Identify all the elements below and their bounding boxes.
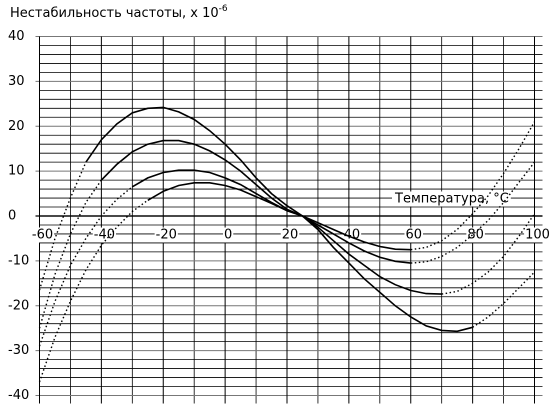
label-bg	[30, 227, 55, 243]
series-line	[100, 139, 442, 295]
series-line	[38, 186, 133, 347]
series-line	[147, 182, 411, 251]
label-bg	[404, 227, 424, 243]
y-tick-label: 30	[8, 74, 25, 89]
series-line	[441, 213, 536, 295]
y-tick-label: -40	[8, 388, 29, 403]
label-bg	[524, 227, 550, 243]
chart-title: Нестабильность частоты, x 10-6	[10, 4, 228, 21]
x-tick-label: 60	[405, 228, 422, 243]
series-line	[85, 106, 473, 333]
series-line	[131, 169, 411, 264]
y-tick-label: 20	[8, 119, 25, 134]
y-tick-label: 40	[8, 29, 25, 44]
label-bg	[280, 227, 300, 243]
x-tick-label: 0	[224, 228, 232, 243]
y-tick-label: 0	[8, 209, 16, 224]
x-tick-label: 20	[282, 228, 299, 243]
y-tick-label: -30	[8, 343, 29, 358]
label-bg	[392, 191, 511, 207]
label-bg	[222, 227, 234, 243]
y-tick-label: -20	[8, 298, 29, 313]
x-tick-label: 80	[467, 228, 484, 243]
label-bg	[92, 227, 116, 243]
x-axis-label: Температура, °C	[394, 192, 509, 207]
y-tick-label: 10	[8, 164, 25, 179]
series-line	[410, 121, 536, 251]
series-line	[472, 271, 535, 328]
x-tick-label: -20	[156, 228, 177, 243]
series-line	[38, 161, 87, 291]
x-tick-label: 100	[525, 228, 550, 243]
series-line	[38, 179, 102, 329]
series-line	[38, 199, 149, 383]
label-bg	[466, 227, 485, 243]
series-line	[410, 161, 536, 264]
title-text: Нестабильность частоты, x 10	[10, 6, 219, 21]
y-tick-label: -10	[8, 253, 29, 268]
title-exponent: -6	[219, 4, 228, 14]
x-tick-label: -60	[32, 228, 53, 243]
label-bg	[154, 227, 178, 243]
x-tick-label: -40	[94, 228, 115, 243]
